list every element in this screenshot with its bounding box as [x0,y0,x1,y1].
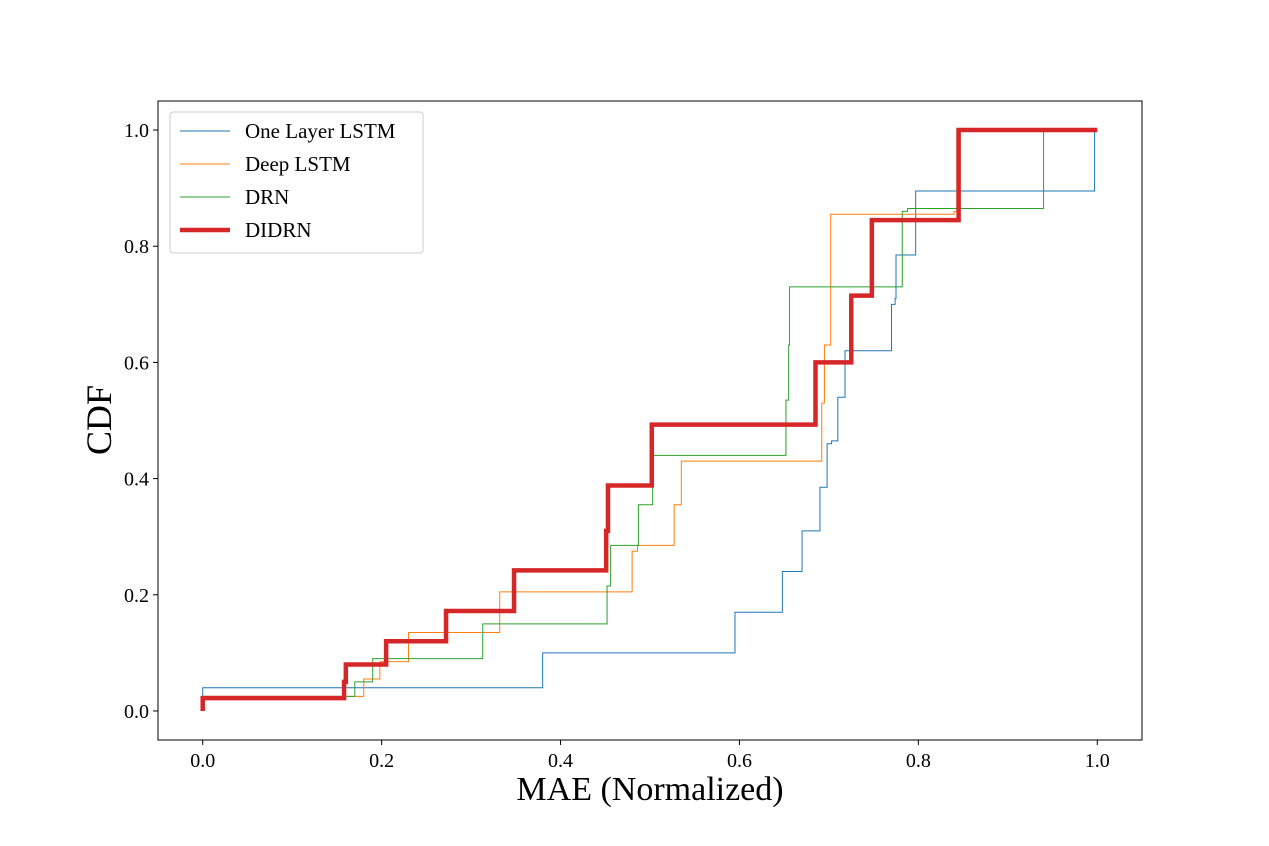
y-tick-label: 0.2 [124,585,149,607]
y-tick-label: 0.6 [124,352,149,374]
x-tick-label: 0.6 [727,750,752,772]
y-tick-label: 1.0 [124,120,149,142]
x-tick-label: 0.2 [369,750,394,772]
x-axis: 0.0 0.2 0.4 0.6 0.8 1.0 [190,740,1110,772]
y-axis-title: CDF [79,385,119,455]
series-line-2 [202,130,1045,711]
legend: One Layer LSTM Deep LSTM DRN DIDRN [169,111,424,254]
x-tick-label: 1.0 [1085,750,1110,772]
x-tick-label: 0.8 [906,750,931,772]
series-layer [200,127,1098,711]
plot-frame [157,100,1143,741]
series-line-0 [202,130,1096,711]
series-line-3 [200,127,1098,711]
y-tick-label: 0.0 [124,701,149,723]
x-tick-label: 0.4 [548,750,573,772]
y-tick-label: 0.4 [124,469,149,491]
legend-label-0: One Layer LSTM [245,119,396,143]
y-axis: 0.0 0.2 0.4 0.6 0.8 1.0 [124,120,158,723]
legend-frame [169,111,424,254]
x-tick-label: 0.0 [190,750,215,772]
legend-label-3: DIDRN [245,218,312,242]
y-tick-label: 0.8 [124,236,149,258]
legend-label-2: DRN [245,185,289,209]
x-axis-title: MAE (Normalized) [516,771,783,808]
legend-label-1: Deep LSTM [245,152,351,176]
